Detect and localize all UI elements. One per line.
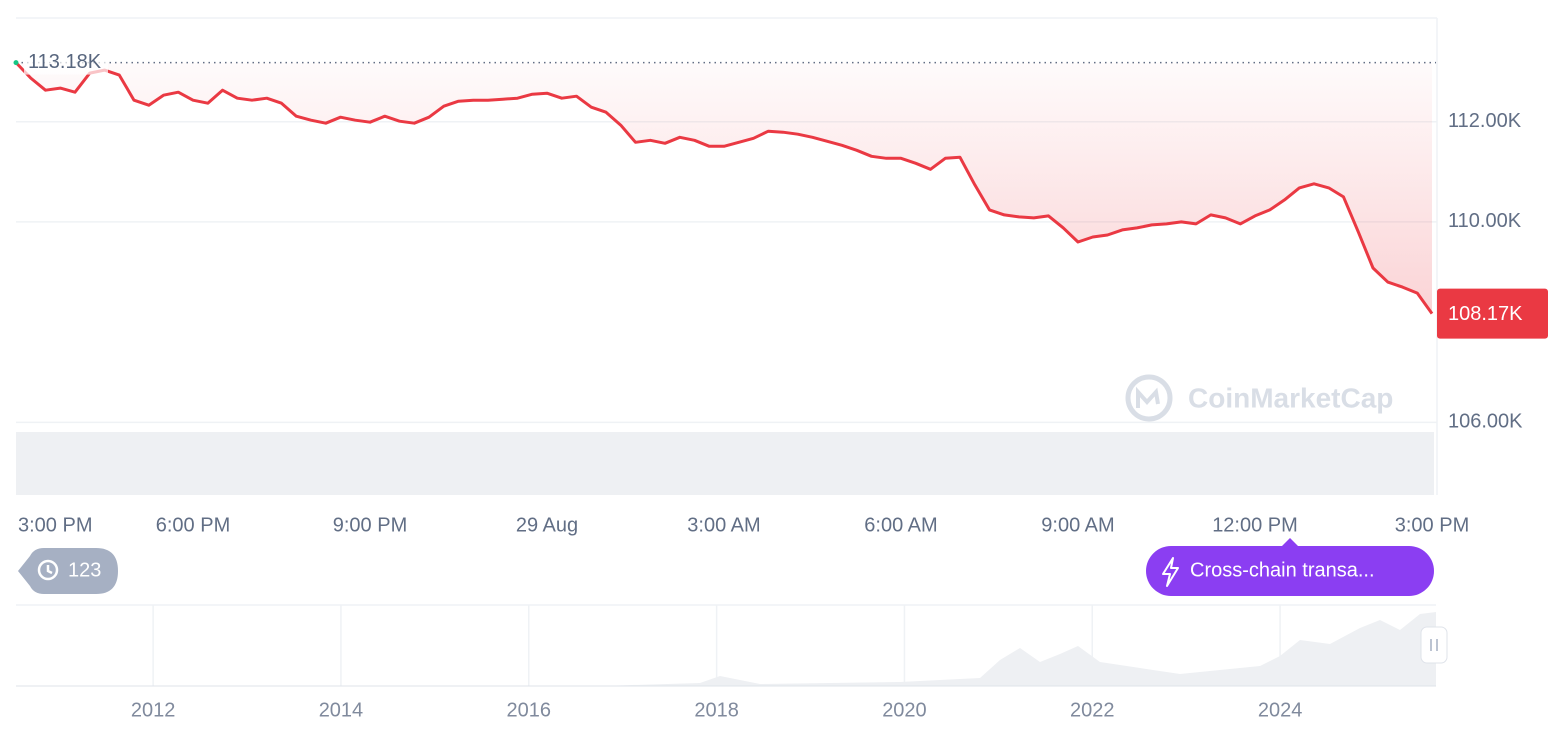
- x-tick-label: 6:00 PM: [156, 514, 230, 536]
- plot-area: [13, 17, 1438, 495]
- price-tag: [1437, 288, 1548, 339]
- x-tick-label: 9:00 AM: [1041, 514, 1114, 536]
- watermark-text: CoinMarketCap: [1188, 382, 1393, 413]
- volume-band: [16, 432, 1434, 495]
- history-badge[interactable]: 123: [18, 548, 118, 594]
- nav-tick-label: 2024: [1258, 699, 1303, 721]
- x-tick-label: 3:00 AM: [687, 514, 760, 536]
- y-tick-label: 110.00K: [1448, 210, 1522, 232]
- x-tick-label: 9:00 PM: [333, 514, 407, 536]
- y-tick-label: 106.00K: [1448, 411, 1523, 433]
- badge-count: 123: [68, 559, 101, 581]
- event-bg[interactable]: [1146, 546, 1434, 596]
- nav-area: [16, 612, 1436, 686]
- watermark: CoinMarketCap: [1125, 374, 1393, 422]
- reference-label: 113.18K: [28, 51, 102, 73]
- event-pointer: [1282, 538, 1298, 546]
- badge-bg[interactable]: [18, 548, 118, 594]
- x-tick-label: 6:00 AM: [864, 514, 937, 536]
- nav-tick-label: 2020: [882, 699, 927, 721]
- nav-handle[interactable]: [1420, 626, 1448, 664]
- x-tick-label: 3:00 PM: [18, 514, 92, 536]
- event-label: Cross-chain transa...: [1190, 559, 1375, 581]
- bolt-icon: [1162, 557, 1179, 587]
- nav-tick-label: 2014: [319, 699, 364, 721]
- start-marker: [13, 60, 19, 66]
- area-fill: [16, 62, 1432, 314]
- nav-tick-label: 2016: [507, 699, 552, 721]
- event-pill[interactable]: Cross-chain transa...: [1146, 538, 1434, 596]
- price-tag-label: 108.17K: [1448, 303, 1523, 325]
- price-line: [14, 61, 1434, 315]
- x-tick-label: 29 Aug: [516, 514, 578, 536]
- clock-icon: [46, 565, 53, 575]
- clock-icon: [37, 559, 59, 581]
- reference-label-bg: [24, 50, 108, 75]
- watermark-logo: [1136, 386, 1160, 408]
- x-tick-label: 3:00 PM: [1395, 514, 1469, 536]
- x-tick-label: 12:00 PM: [1212, 514, 1298, 536]
- nav-tick-label: 2018: [694, 699, 739, 721]
- nav-tick-label: 2022: [1070, 699, 1115, 721]
- watermark-logo: [1125, 374, 1173, 422]
- y-tick-label: 112.00K: [1448, 110, 1522, 132]
- navigator: 2012 2014 2016 2018 2020 2022 2024: [16, 604, 1448, 721]
- nav-tick-label: 2012: [131, 699, 176, 721]
